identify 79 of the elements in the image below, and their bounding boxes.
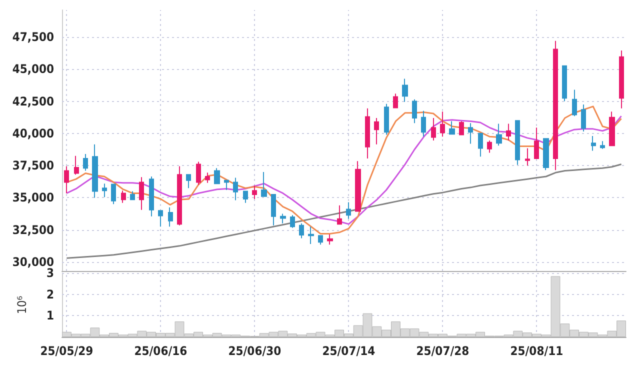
candlestick: [384, 103, 389, 136]
candlestick: [468, 122, 473, 144]
y-tick-label: 30,000: [12, 255, 54, 269]
y-tick-label: 32,500: [12, 222, 54, 237]
candlestick: [393, 93, 398, 108]
y-tick-label: 45,000: [12, 62, 54, 76]
candlestick: [111, 184, 116, 205]
candlestick: [102, 183, 107, 198]
y-axis-title: 10⁶: [15, 296, 29, 314]
y-tick-label: 3: [46, 266, 54, 280]
candlestick: [591, 136, 596, 152]
x-tick-label: 25/05/29: [40, 344, 94, 358]
candlestick: [534, 127, 539, 159]
x-tick-label: 25/08/11: [510, 344, 564, 358]
y-tick-label: 2: [46, 287, 54, 302]
candlestick: [402, 78, 408, 102]
candlestick: [619, 50, 624, 109]
y-tick-label: 37,500: [12, 158, 54, 173]
candlestick: [609, 111, 615, 146]
candlestick: [412, 98, 417, 124]
candlestick: [581, 104, 586, 132]
candlestick: [308, 226, 314, 244]
candlestick: [487, 140, 492, 154]
candlestick: [572, 89, 577, 117]
candlestick: [280, 213, 286, 224]
candlestick: [92, 144, 98, 198]
candlestick: [233, 177, 238, 201]
candlestick: [440, 111, 445, 138]
x-tick-label: 25/07/14: [322, 344, 376, 358]
candlestick: [600, 140, 605, 150]
candlestick: [261, 172, 267, 197]
candlestick: [130, 190, 135, 200]
candlestick: [318, 235, 323, 246]
candlestick: [431, 118, 436, 141]
candlestick: [365, 108, 370, 159]
x-tick-label: 25/07/28: [416, 344, 470, 358]
candlestick: [355, 160, 361, 212]
candlestick: [553, 40, 558, 171]
candlestick: [478, 132, 483, 158]
candlestick: [346, 202, 351, 220]
candlestick: [327, 234, 333, 246]
y-tick-label: 47,500: [12, 30, 54, 44]
candlestick: [168, 206, 173, 228]
candlestick: [74, 155, 79, 176]
candlestick: [496, 123, 502, 146]
x-tick-label: 25/06/30: [228, 344, 282, 358]
y-tick-label: 35,000: [12, 190, 54, 205]
candlestick: [149, 176, 154, 217]
candlestick: [299, 222, 304, 239]
candlestick: [205, 172, 210, 184]
y-tick-label: 1: [46, 308, 54, 323]
line-series: [66, 164, 622, 259]
candlestick: [271, 194, 276, 226]
candlestick: [121, 190, 126, 204]
candlestick: [290, 214, 295, 228]
y-tick-label: 42,500: [12, 94, 54, 108]
candlestick: [515, 120, 520, 166]
candlestick: [449, 120, 455, 135]
y-tick-label: 40,000: [12, 126, 54, 140]
candlestick: [64, 166, 69, 194]
candlestick: [506, 123, 511, 141]
candlestick: [252, 185, 257, 200]
x-tick-label: 25/06/16: [134, 344, 188, 358]
candlestick: [139, 176, 144, 210]
candlestick: [543, 138, 549, 171]
candlestick: [421, 110, 426, 138]
candlestick: [525, 148, 530, 166]
candlestick: [459, 120, 464, 136]
candlestick: [243, 190, 248, 204]
candlestick: [562, 65, 567, 102]
candlestick: [177, 166, 182, 226]
candlestick: [196, 161, 201, 186]
candlestick: [214, 168, 220, 184]
candlestick: [374, 118, 379, 145]
candlestick: [337, 204, 342, 225]
candlestick: [186, 174, 191, 189]
candlestick: [158, 210, 163, 228]
candlestick: [83, 154, 88, 172]
candlestick: [224, 180, 229, 190]
